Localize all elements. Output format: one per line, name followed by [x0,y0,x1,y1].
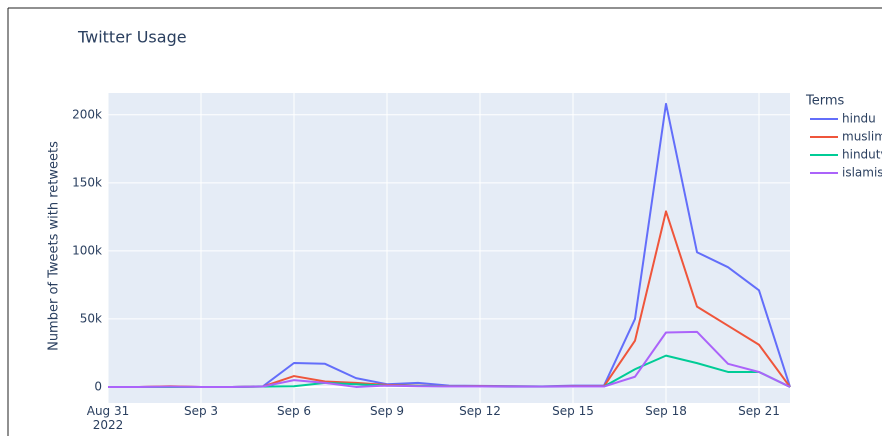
x-tick-label: Sep 12 [459,404,501,418]
x-tick-line: Sep 9 [370,404,404,418]
chart-title: Twitter Usage [77,28,187,47]
legend-label: hindu [842,112,876,126]
y-tick-label: 0 [94,379,102,393]
x-tick-label: Sep 21 [738,404,780,418]
x-tick-line: 2022 [93,418,124,432]
x-tick-label: Sep 6 [277,404,311,418]
legend-label: muslim [842,130,882,144]
legend-label: hindutv [842,148,882,162]
x-tick-label: Sep 15 [552,404,594,418]
plot-background [108,93,790,403]
x-tick-label: Sep 3 [184,404,218,418]
y-tick-label: 50k [80,311,102,325]
x-tick-line: Sep 3 [184,404,218,418]
legend-label: islamist [842,166,882,180]
x-tick-label: Aug 31 2022 [87,404,130,432]
x-tick-line: Sep 6 [277,404,311,418]
x-tick-line: Aug 31 [87,404,130,418]
y-axis-title: Number of Tweets with retweets [47,141,62,351]
x-tick-line: Sep 18 [645,404,687,418]
series-line [108,330,791,388]
legend-title: Terms [805,94,845,109]
x-tick-label: Sep 9 [370,404,404,418]
y-tick-label: 150k [72,175,102,189]
x-tick-line: Sep 15 [552,404,594,418]
y-tick-label: 100k [72,243,102,257]
y-tick-label: 200k [72,107,102,121]
x-tick-line: Sep 21 [738,404,780,418]
x-tick-label: Sep 18 [645,404,687,418]
x-tick-line: Sep 12 [459,404,501,418]
